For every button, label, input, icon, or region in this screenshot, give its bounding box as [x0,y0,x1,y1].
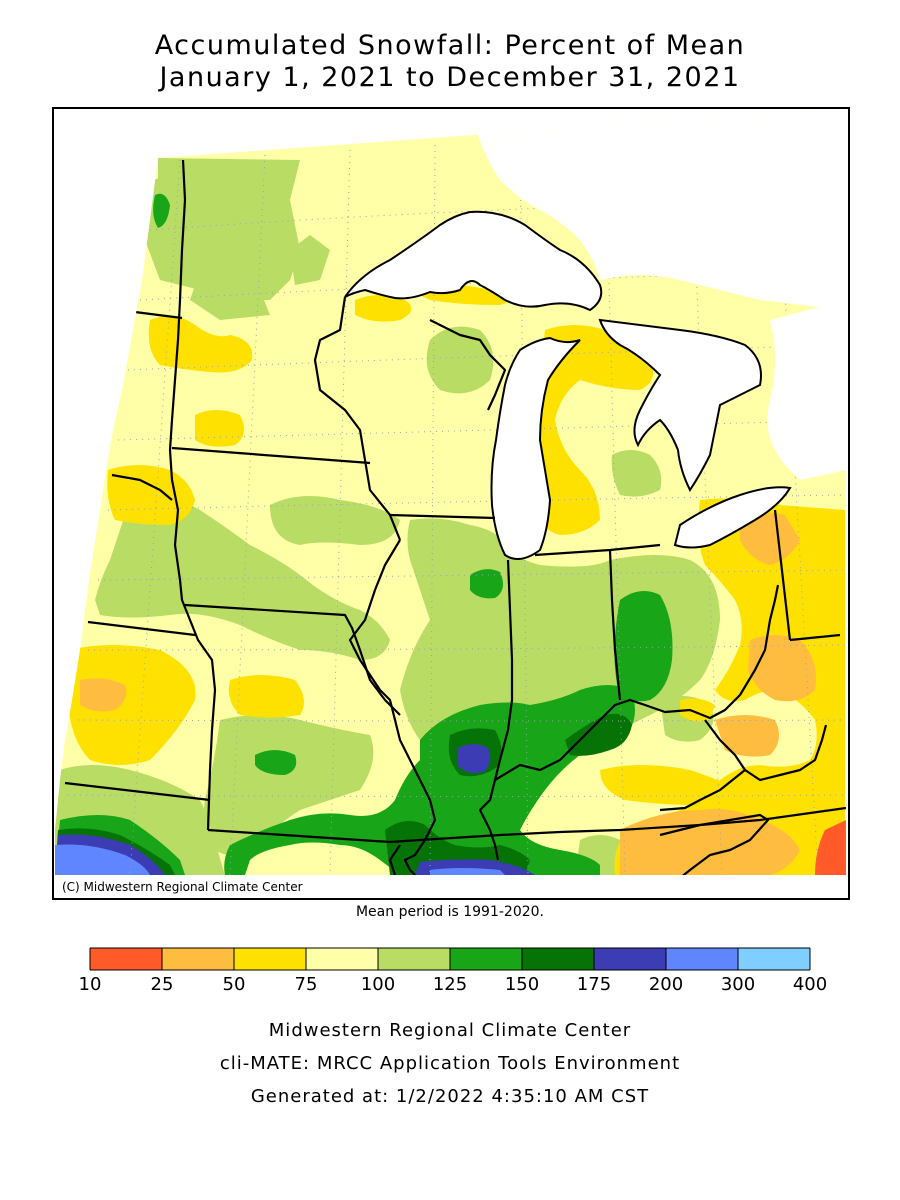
legend-swatch-200-300 [666,948,738,970]
map-title-line2: January 1, 2021 to December 31, 2021 [159,62,741,93]
legend-swatch-100-125 [378,948,450,970]
footer-generated: Generated at: 1/2/2022 4:35:10 AM CST [250,1086,650,1107]
legend-swatch-300-400 [738,948,810,970]
legend-tick-label: 100 [360,974,396,995]
map-title-line1: Accumulated Snowfall: Percent of Mean [154,30,746,61]
lake-erie [673,486,792,549]
legend-swatch-175-200 [594,948,666,970]
legend-tick-label: 175 [576,974,612,995]
legend-tick-label: 10 [78,974,102,995]
copyright-label: (C) Midwestern Regional Climate Center [58,878,309,896]
legend-tick-label: 400 [792,974,828,995]
footer-tool: cli-MATE: MRCC Application Tools Environ… [219,1053,681,1074]
footer-org: Midwestern Regional Climate Center [268,1020,632,1041]
legend-swatch-75-100 [306,948,378,970]
lake-michigan [490,336,581,560]
legend-swatch-10-25 [90,948,162,970]
mean-period-note: Mean period is 1991-2020. [355,904,545,920]
legend-swatch-125-150 [450,948,522,970]
legend-tick-label: 50 [222,974,246,995]
legend-swatch-25-50 [162,948,234,970]
legend-tick-label: 200 [648,974,684,995]
map-frame [52,107,850,900]
legend-tick-label: 75 [294,974,318,995]
color-legend [89,947,811,971]
lake-superior [344,210,603,312]
legend-swatch-50-75 [234,948,306,970]
legend-swatch-150-175 [522,948,594,970]
legend-tick-label: 300 [720,974,756,995]
legend-tick-label: 150 [504,974,540,995]
lake-huron [598,318,762,492]
legend-tick-label: 125 [432,974,468,995]
percent-contours [55,108,846,875]
legend-tick-label: 25 [150,974,174,995]
